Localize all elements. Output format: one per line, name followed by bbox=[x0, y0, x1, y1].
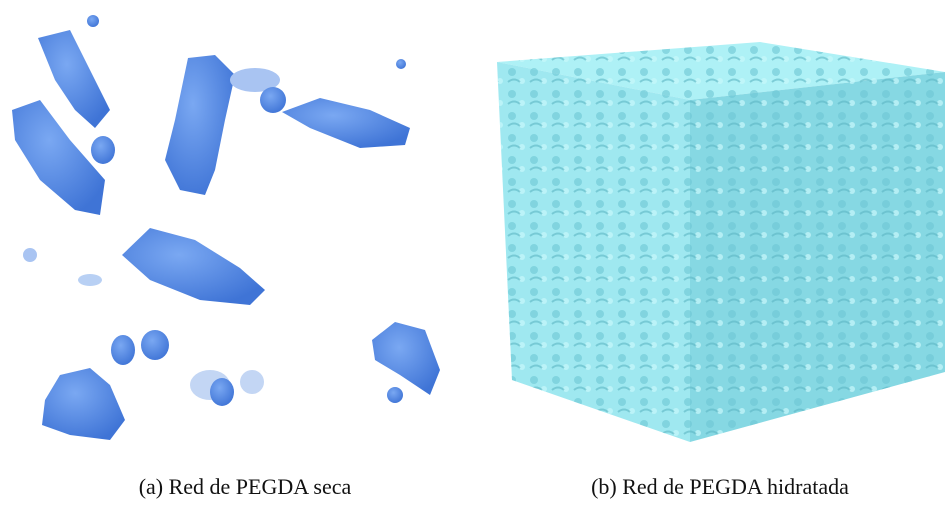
cube-texture bbox=[690, 72, 945, 442]
panel-b bbox=[497, 42, 945, 442]
blob bbox=[396, 59, 406, 69]
blob bbox=[165, 55, 235, 195]
blob bbox=[111, 335, 135, 365]
panel-a bbox=[12, 15, 440, 440]
blob bbox=[122, 228, 265, 305]
blob bbox=[260, 87, 286, 113]
blob bbox=[240, 370, 264, 394]
page: (a) Red de PEGDA seca (b) Red de PEGDA h… bbox=[0, 0, 949, 508]
blob bbox=[87, 15, 99, 27]
blob bbox=[91, 136, 115, 164]
blob bbox=[141, 330, 169, 360]
caption: (b) Red de PEGDA hidratada bbox=[591, 474, 849, 499]
caption: (a) Red de PEGDA seca bbox=[139, 474, 352, 499]
blob bbox=[282, 98, 410, 148]
blob bbox=[23, 248, 37, 262]
blob bbox=[210, 378, 234, 406]
blob bbox=[42, 368, 125, 440]
cube-texture bbox=[497, 62, 690, 442]
blob bbox=[372, 322, 440, 395]
blob bbox=[78, 274, 102, 286]
blob bbox=[387, 387, 403, 403]
figure: (a) Red de PEGDA seca (b) Red de PEGDA h… bbox=[0, 0, 949, 508]
